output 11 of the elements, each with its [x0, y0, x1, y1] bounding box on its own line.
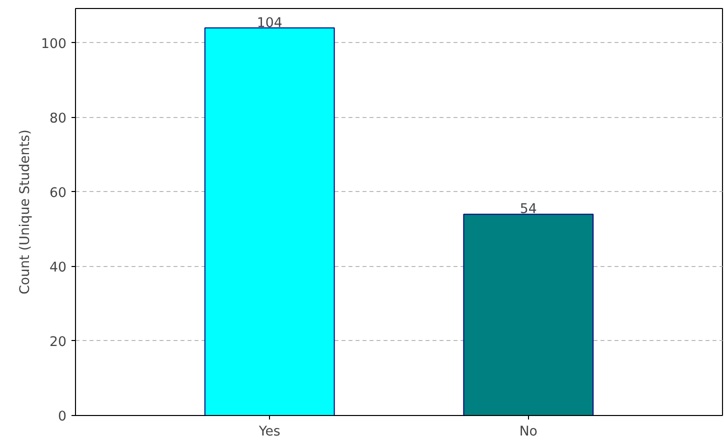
- y-tick-label: 0: [58, 410, 67, 424]
- y-tick-label: 80: [50, 111, 67, 126]
- x-tick-label: Yes: [258, 424, 280, 440]
- data-label: 104: [256, 16, 282, 31]
- y-tick-label: 100: [41, 36, 67, 52]
- data-label: 54: [520, 202, 537, 218]
- y-tick-label: 40: [50, 260, 67, 276]
- x-tick-label: No: [519, 424, 538, 440]
- y-axis-title: Count (Unique Students): [18, 130, 34, 294]
- y-tick-label: 20: [50, 334, 67, 350]
- y-tick-label: 60: [50, 186, 67, 201]
